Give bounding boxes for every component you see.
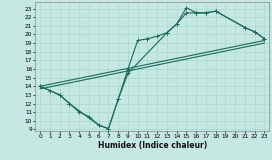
X-axis label: Humidex (Indice chaleur): Humidex (Indice chaleur) [98,141,207,150]
